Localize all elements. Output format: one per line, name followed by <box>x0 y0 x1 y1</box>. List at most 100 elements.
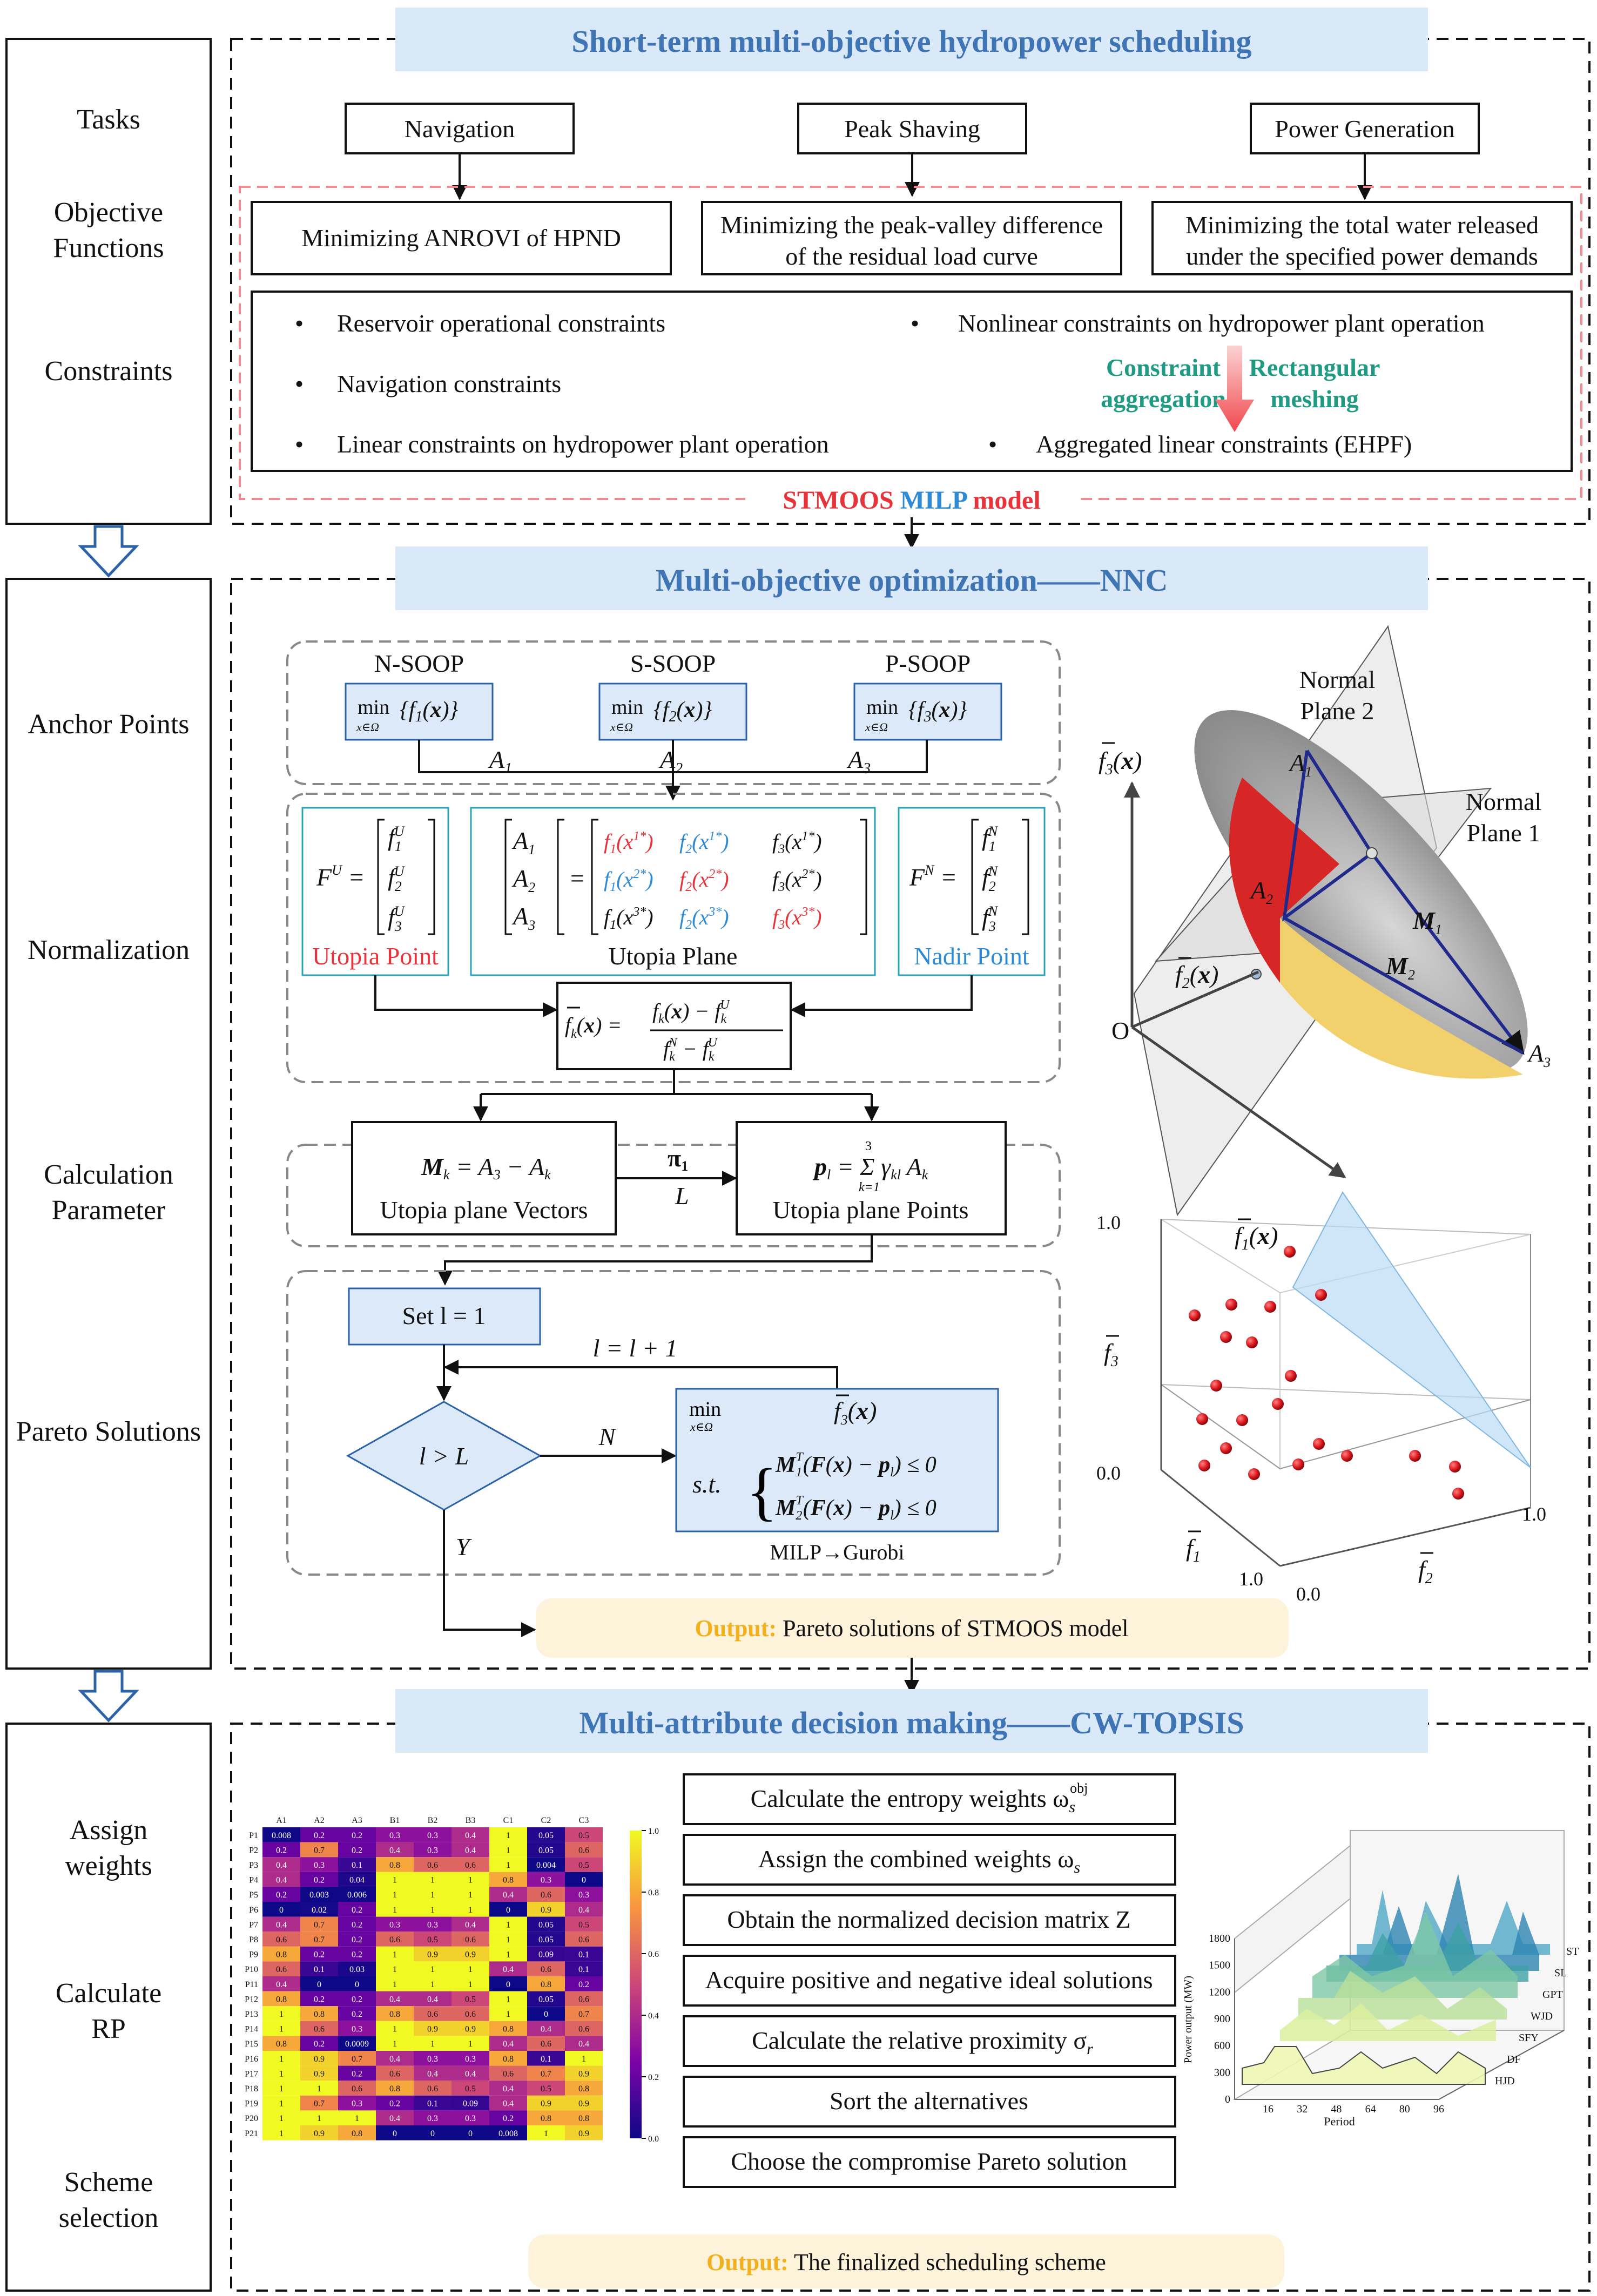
heatmap-value: 1 <box>393 2025 397 2034</box>
colorbar-tick: 0.8 <box>648 1888 659 1897</box>
heatmap-value: 0 <box>544 2010 548 2019</box>
heatmap-cell <box>338 2125 376 2140</box>
heatmap-value: 0.5 <box>465 2084 476 2094</box>
chart3d-xtick: 96 <box>1433 2103 1444 2115</box>
svg-text:f1(x1*): f1(x1*) <box>604 829 653 856</box>
heatmap-value: 0.6 <box>352 2084 362 2094</box>
heatmap-cell <box>262 1991 300 2007</box>
heatmap-cell <box>565 1887 603 1902</box>
left-panel-1 <box>5 38 212 525</box>
chart3d-xlabel: Period <box>1324 2115 1355 2128</box>
heatmap-cell <box>414 2110 452 2125</box>
heatmap-value: 0.9 <box>541 1906 551 1915</box>
bullet: • <box>295 370 304 397</box>
colorbar-tick: 0.2 <box>648 2073 659 2082</box>
heatmap-cell <box>376 2095 414 2111</box>
heatmap-cell <box>489 2021 527 2036</box>
heatmap-value: 0.4 <box>465 1920 476 1929</box>
task-navigation-label: Navigation <box>405 115 515 143</box>
scatter-point <box>1315 1289 1327 1301</box>
heatmap-cell <box>338 1932 376 1947</box>
scatter-points <box>1189 1246 1464 1500</box>
heatmap-value: 0.2 <box>314 1831 325 1840</box>
section-1-title: Short-term multi-objective hydropower sc… <box>571 24 1251 59</box>
heatmap-value: 0.8 <box>389 2084 400 2094</box>
heatmap-row-label: P17 <box>245 2069 258 2078</box>
y-axis-label: f2 <box>1418 1556 1433 1587</box>
heatmap-cell <box>565 2095 603 2111</box>
label-calculation-1: Calculation <box>44 1159 173 1190</box>
heatmap-value: 1 <box>393 1906 397 1915</box>
heatmap-value: 0.3 <box>427 2114 438 2123</box>
heatmap-cell <box>489 2051 527 2066</box>
heatmap-cell <box>527 1916 565 1932</box>
heatmap-value: 0.09 <box>538 1950 554 1960</box>
heatmap-value: 0.9 <box>465 2025 476 2034</box>
heatmap-cell <box>376 2021 414 2036</box>
heatmap-cell <box>452 2006 489 2021</box>
heatmap-cell <box>262 1902 300 1917</box>
heatmap-value: 0.2 <box>276 1846 287 1855</box>
heatmap-value: 0.1 <box>578 1950 589 1960</box>
label-objective-1: Objective <box>54 197 163 228</box>
heatmap-cell <box>565 2021 603 2036</box>
step-5-text: Calculate the relative proximity σr <box>752 2027 1093 2058</box>
heatmap-value: 1 <box>430 1980 435 1989</box>
heatmap-cell <box>376 1872 414 1887</box>
heatmap-cell <box>565 1991 603 2007</box>
heatmap-value: 0.3 <box>389 1831 400 1840</box>
heatmap-cell <box>414 2021 452 2036</box>
soop-n: N-SOOP <box>374 650 464 677</box>
scatter-point <box>1292 1458 1304 1470</box>
milp-gurobi-label: MILP→Gurobi <box>770 1540 905 1564</box>
heatmap-value: 0.6 <box>427 2084 438 2094</box>
heatmap-value: 0.8 <box>503 2025 514 2034</box>
heatmap-col-label: B3 <box>466 1816 476 1825</box>
heatmap-cell <box>489 2036 527 2051</box>
scatter-point <box>1220 1442 1232 1454</box>
chart3d-ytick: 1800 <box>1209 1933 1230 1944</box>
heatmap-value: 0.05 <box>538 1846 554 1855</box>
svg-text:{f1(x)}: {f1(x)} <box>400 698 458 725</box>
heatmap-value: 0.5 <box>541 2084 551 2094</box>
left-panel-3 <box>5 1723 212 2292</box>
scatter-point <box>1210 1380 1222 1392</box>
heatmap-cell <box>414 1991 452 2007</box>
heatmap-cell <box>300 1976 338 1991</box>
heatmap-value: 1 <box>279 2114 284 2123</box>
heatmap-cell <box>376 1842 414 1858</box>
chart3d-xticks: 16 32 48 64 80 96 <box>1263 2103 1444 2115</box>
heatmap-cell <box>489 2006 527 2021</box>
heatmap-value: 1 <box>279 2129 284 2138</box>
heatmap-value: 0.2 <box>352 1831 362 1840</box>
step-ideal-solutions <box>683 1955 1176 2007</box>
chart3d-series-label: ST <box>1566 1946 1579 1957</box>
heatmap-value: 0.5 <box>578 1861 589 1870</box>
heatmap-value: 0.4 <box>427 1995 438 2004</box>
heatmap-value: 1 <box>506 2010 510 2019</box>
heatmap-col-label: B2 <box>428 1816 438 1825</box>
heatmap-cell <box>262 2125 300 2140</box>
heatmap-cell <box>452 1857 489 1872</box>
heatmap-cell <box>565 1932 603 1947</box>
objective-power <box>1151 201 1573 275</box>
heatmap-cell <box>565 2065 603 2081</box>
heatmap-value: 0.6 <box>541 1890 551 1900</box>
heatmap-cell <box>527 1932 565 1947</box>
heatmap-cell <box>376 1902 414 1917</box>
heatmap-value: 1 <box>430 2040 435 2049</box>
svg-text:A3: A3 <box>1527 1039 1551 1070</box>
heatmap-value: 1 <box>430 1890 435 1900</box>
heatmap-cell <box>262 1946 300 1962</box>
colorbar-tick: 0.0 <box>648 2135 659 2144</box>
heatmap-col-label: C1 <box>503 1816 514 1825</box>
heatmap-cell <box>452 2065 489 2081</box>
heatmap-cell <box>489 2125 527 2140</box>
heatmap-cell <box>527 2125 565 2140</box>
heatmap-cell <box>527 2065 565 2081</box>
heatmap-value: 1 <box>430 1876 435 1885</box>
heatmap-cell <box>262 1916 300 1932</box>
heatmap-value: 0.4 <box>276 1920 287 1929</box>
svg-text:f1(x): f1(x) <box>1235 1222 1278 1253</box>
heatmap-cell <box>262 1827 300 1842</box>
